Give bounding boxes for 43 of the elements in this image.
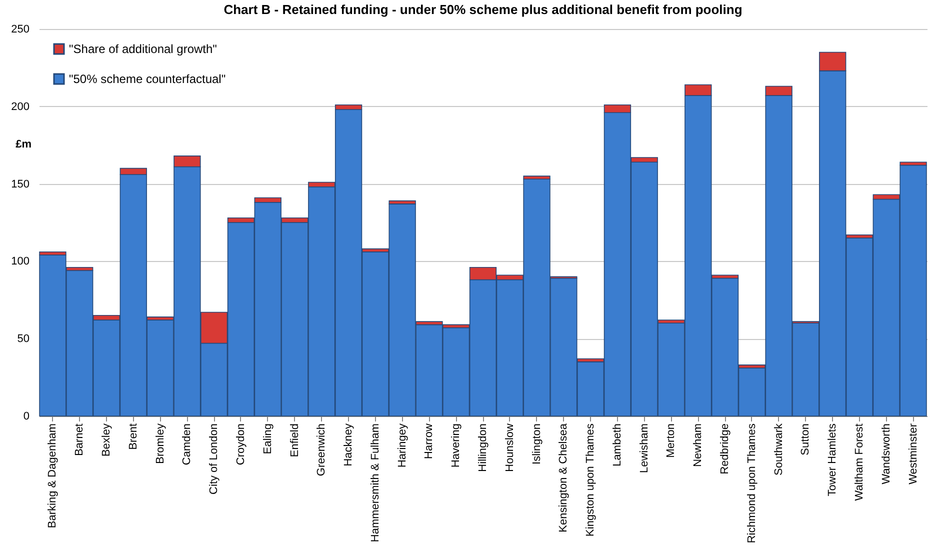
y-tick-label: 50 bbox=[17, 333, 30, 346]
x-tick-label: Hammersmith & Fulham bbox=[369, 424, 382, 542]
x-tick-label: Southwark bbox=[772, 423, 785, 476]
x-tick-label: Harrow bbox=[423, 423, 436, 459]
x-tick-label: Bexley bbox=[100, 423, 112, 457]
x-tick-label: Hounslow bbox=[504, 423, 516, 472]
y-tick-label: 150 bbox=[11, 178, 30, 190]
x-tick-label: Hillingdon bbox=[477, 424, 489, 472]
x-tick-label: Sutton bbox=[800, 424, 812, 456]
x-tick-label: Newham bbox=[692, 424, 704, 467]
x-tick-label: Barking & Dagenham bbox=[46, 424, 59, 528]
chart-title: Chart B - Retained funding - under 50% scheme plus additional benefit from pooling bbox=[224, 2, 742, 17]
x-tick-label: Hackney bbox=[342, 423, 355, 466]
y-axis-title: £m bbox=[16, 138, 32, 150]
x-tick-label: Camden bbox=[181, 424, 194, 466]
x-tick-label: Wandsworth bbox=[880, 424, 892, 484]
x-tick-label: Haringey bbox=[396, 423, 408, 468]
y-tick-label: 250 bbox=[11, 24, 30, 36]
x-tick-label: Lewisham bbox=[638, 424, 650, 474]
x-tick-label: Kensington & Chelsea bbox=[558, 422, 570, 532]
x-tick-label: Merton bbox=[665, 424, 678, 458]
x-tick-label: Havering bbox=[450, 424, 462, 468]
legend-label: "Share of additional growth" bbox=[69, 42, 217, 56]
x-tick-label: Greenwich bbox=[316, 424, 328, 476]
x-tick-label: Bromley bbox=[154, 423, 166, 464]
y-tick-label: 200 bbox=[11, 100, 30, 113]
x-tick-label: Islington bbox=[530, 424, 543, 464]
x-tick-label: Waltham Forest bbox=[854, 424, 866, 501]
x-tick-label: Brent bbox=[127, 424, 140, 450]
x-tick-label: Enfield bbox=[288, 424, 301, 458]
x-tick-label: Lambeth bbox=[611, 424, 624, 466]
x-tick-label: Kingston upon Thames bbox=[584, 423, 597, 536]
legend-label: "50% scheme counterfactual" bbox=[69, 72, 226, 86]
x-tick-label: Westminster bbox=[907, 423, 920, 484]
x-tick-label: Tower Hamlets bbox=[826, 423, 839, 496]
x-tick-label: Richmond upon Thames bbox=[746, 423, 758, 544]
x-tick-label: Barnet bbox=[74, 424, 86, 456]
x-tick-label: Redbridge bbox=[719, 424, 732, 474]
y-tick-label: 0 bbox=[23, 410, 30, 422]
x-tick-label: Ealing bbox=[262, 424, 274, 454]
x-tick-label: City of London bbox=[208, 424, 220, 494]
y-tick-label: 100 bbox=[11, 256, 30, 268]
x-tick-label: Croydon bbox=[234, 424, 247, 466]
